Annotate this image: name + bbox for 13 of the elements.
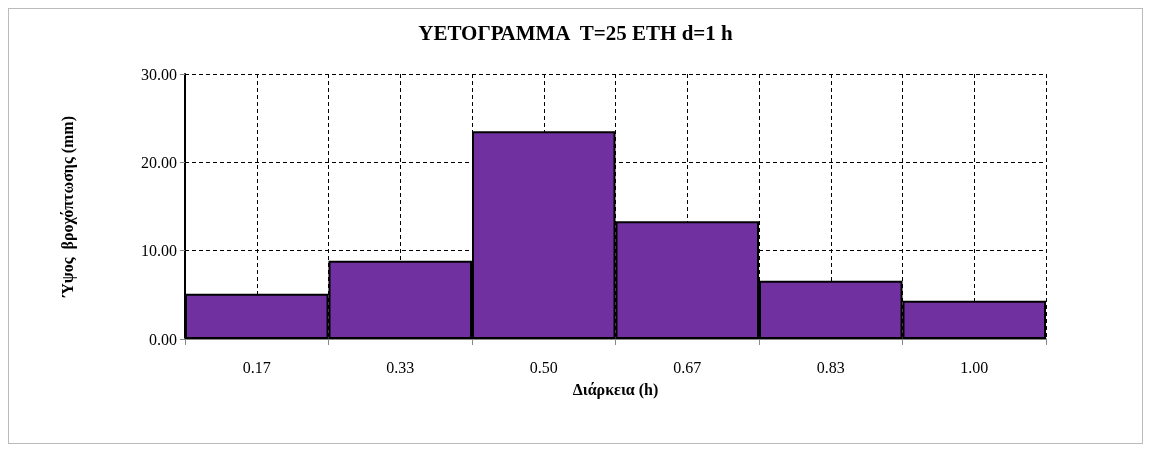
y-tick-label: 10.00: [141, 242, 177, 260]
y-tick-label: 0.00: [149, 330, 177, 348]
chart-title: ΥΕΤΟΓΡΑΜΜΑ T=25 ΕΤΗ d=1 h: [418, 20, 734, 45]
x-tick-label: 0.33: [386, 358, 415, 376]
x-tick-label: 1.00: [960, 358, 989, 376]
x-tick-label: 0.50: [529, 358, 558, 376]
x-tick-label: 0.17: [242, 358, 271, 376]
x-axis-title: Διάρκεια (h): [572, 380, 659, 399]
y-axis-title: Ύψος βροχόπτωσης (mm): [58, 115, 77, 299]
y-tick-label: 30.00: [141, 65, 177, 83]
x-tick-label: 0.67: [673, 358, 702, 376]
x-tick-label: 0.83: [816, 358, 845, 376]
y-tick-label: 20.00: [141, 153, 177, 171]
